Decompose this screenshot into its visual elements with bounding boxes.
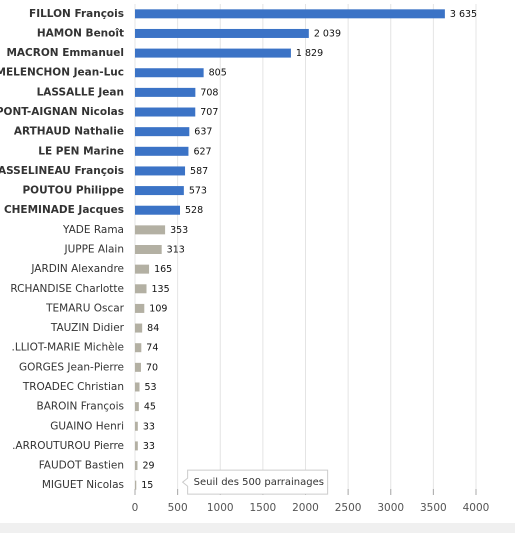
y-tick-label: GUAINO Henri [50,420,124,432]
y-tick-label: .ARROUTUROU Pierre [12,440,124,452]
bar [135,323,143,333]
y-tick-label: LASSALLE Jean [37,86,124,98]
bar [135,245,162,254]
value-label: 70 [146,362,158,373]
bar [135,68,204,78]
value-label: 637 [194,127,212,138]
value-label: 805 [209,68,227,79]
value-label: 1 829 [296,48,323,59]
bar [135,303,145,313]
bar [135,441,138,451]
bar [135,146,189,156]
y-tick-label: JUPPE Alain [63,244,124,256]
bar [135,9,445,19]
y-tick-label: BAROIN François [36,401,124,413]
bar [135,264,150,274]
value-label: 627 [193,146,211,157]
y-tick-label: JARDIN Alexandre [30,263,124,275]
bar [135,186,184,196]
bar [135,107,196,117]
x-tick-label: 4000 [463,502,490,514]
bar [135,343,142,353]
value-label: 29 [142,461,154,472]
y-tick-label: ARTHAUD Nathalie [14,126,124,138]
y-tick-label: HAMON Benoît [37,27,124,39]
bar [135,284,147,294]
y-tick-label: CHEMINADE Jacques [4,204,124,216]
bar [135,225,166,235]
bar [135,48,291,58]
value-label: 708 [200,87,218,98]
x-tick-label: 1500 [250,502,277,514]
y-tick-label: FILLON François [29,8,124,20]
value-label: 528 [185,205,203,216]
y-tick-label: YADE Rama [62,224,124,236]
y-tick-label: TAUZIN Didier [50,322,125,334]
x-tick-label: 3500 [420,502,447,514]
y-tick-label: GORGES Jean-Pierre [19,361,124,373]
x-tick-label: 1000 [207,502,234,514]
bar [135,87,196,97]
value-label: 109 [149,303,167,314]
bar [135,421,138,431]
value-label: 33 [143,421,155,432]
y-tick-label: .LLIOT-MARIE Michèle [12,342,125,354]
y-tick-label: POUTOU Philippe [22,185,124,197]
value-label: 135 [152,284,170,295]
bar [135,166,186,176]
value-label: 707 [200,107,218,118]
y-tick-label: MACRON Emmanuel [6,47,124,59]
annotation-text: Seuil des 500 parrainages [194,477,324,488]
x-tick-label: 2500 [335,502,362,514]
bar [135,205,181,215]
value-label: 45 [144,402,156,413]
value-label: 84 [147,323,159,334]
y-tick-label: LE PEN Marine [38,145,124,157]
value-label: 573 [189,186,207,197]
value-label: 15 [141,480,153,491]
y-tick-label: RCHANDISE Charlotte [10,283,124,295]
value-label: 53 [145,382,157,393]
x-tick-label: 3000 [377,502,404,514]
x-tick-label: 2000 [292,502,319,514]
value-label: 3 635 [450,9,477,20]
value-label: 165 [154,264,172,275]
y-tick-label: TEMARU Oscar [45,302,125,314]
bar [135,382,140,392]
bar [135,461,138,471]
y-tick-label: FAUDOT Bastien [39,460,124,472]
y-tick-label: MELENCHON Jean-Luc [0,67,124,79]
bar [135,362,141,372]
bar [135,480,137,490]
annotation-box [181,469,329,495]
value-label: 33 [143,441,155,452]
bar [135,127,190,137]
annotation [181,469,329,495]
value-label: 313 [167,245,185,256]
value-label: 353 [170,225,188,236]
y-tick-label: MIGUET Nicolas [42,479,124,491]
bar [135,28,309,38]
y-tick-label: PONT-AIGNAN Nicolas [0,106,124,118]
y-tick-label: ASSELINEAU François [0,165,124,177]
bar [135,402,139,412]
footer-strip [0,523,515,533]
value-label: 74 [146,343,158,354]
value-label: 2 039 [314,28,341,39]
y-tick-label: TROADEC Christian [22,381,124,393]
x-tick-label: 0 [132,502,139,514]
value-label: 587 [190,166,208,177]
x-tick-label: 500 [168,502,188,514]
